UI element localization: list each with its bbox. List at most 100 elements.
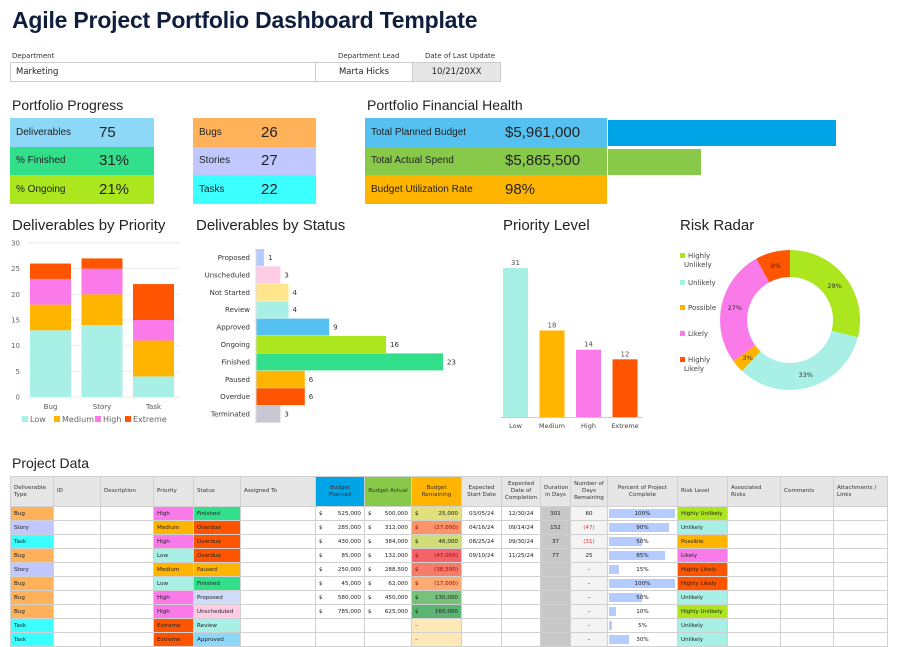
date-field[interactable]: 10/21/20XX xyxy=(412,62,501,82)
deliverable-type-cell[interactable]: Bug xyxy=(10,506,54,521)
start-date-cell[interactable] xyxy=(461,604,502,619)
attachments-cell[interactable] xyxy=(833,534,888,549)
status-cell[interactable]: Proposed xyxy=(193,590,241,605)
duration-cell[interactable]: 301 xyxy=(540,506,571,521)
days-remaining-cell[interactable]: – xyxy=(570,618,608,633)
description-cell[interactable] xyxy=(100,618,154,633)
id-cell[interactable] xyxy=(53,604,101,619)
percent-complete-cell[interactable]: 30% xyxy=(607,632,678,647)
column-header[interactable]: Budget Remaining xyxy=(411,476,462,507)
status-cell[interactable]: Finished xyxy=(193,506,241,521)
priority-cell[interactable]: Extreme xyxy=(153,632,194,647)
description-cell[interactable] xyxy=(100,590,154,605)
attachments-cell[interactable] xyxy=(833,576,888,591)
start-date-cell[interactable] xyxy=(461,632,502,647)
duration-cell[interactable] xyxy=(540,618,571,633)
column-header[interactable]: Percent of Project Complete xyxy=(607,476,678,507)
completion-date-cell[interactable] xyxy=(501,576,541,591)
status-cell[interactable]: Overdue xyxy=(193,534,241,549)
completion-date-cell[interactable] xyxy=(501,562,541,577)
risk-level-cell[interactable]: Highly Likely xyxy=(677,576,728,591)
column-header[interactable]: Deliverable Type xyxy=(10,476,54,507)
budget-actual-cell[interactable] xyxy=(364,618,412,633)
budget-actual-cell[interactable]: $500,000 xyxy=(364,506,412,521)
budget-planned-cell[interactable] xyxy=(315,632,365,647)
budget-actual-cell[interactable]: $384,000 xyxy=(364,534,412,549)
comments-cell[interactable] xyxy=(780,576,834,591)
attachments-cell[interactable] xyxy=(833,506,888,521)
associated-risks-cell[interactable] xyxy=(727,590,781,605)
budget-planned-cell[interactable] xyxy=(315,618,365,633)
budget-planned-cell[interactable]: $580,000 xyxy=(315,590,365,605)
deliverable-type-cell[interactable]: Task xyxy=(10,534,54,549)
priority-cell[interactable]: Low xyxy=(153,576,194,591)
priority-cell[interactable]: Medium xyxy=(153,562,194,577)
associated-risks-cell[interactable] xyxy=(727,548,781,563)
completion-date-cell[interactable]: 12/30/24 xyxy=(501,506,541,521)
days-remaining-cell[interactable]: – xyxy=(570,632,608,647)
budget-planned-cell[interactable]: $250,000 xyxy=(315,562,365,577)
description-cell[interactable] xyxy=(100,632,154,647)
days-remaining-cell[interactable]: 25 xyxy=(570,548,608,563)
budget-planned-cell[interactable]: $85,000 xyxy=(315,548,365,563)
budget-remaining-cell[interactable]: $ (47,000) xyxy=(411,548,462,563)
budget-actual-cell[interactable]: $132,000 xyxy=(364,548,412,563)
completion-date-cell[interactable]: 09/30/24 xyxy=(501,534,541,549)
id-cell[interactable] xyxy=(53,520,101,535)
id-cell[interactable] xyxy=(53,562,101,577)
start-date-cell[interactable] xyxy=(461,618,502,633)
comments-cell[interactable] xyxy=(780,534,834,549)
attachments-cell[interactable] xyxy=(833,590,888,605)
priority-cell[interactable]: High xyxy=(153,590,194,605)
deliverable-type-cell[interactable]: Story xyxy=(10,520,54,535)
associated-risks-cell[interactable] xyxy=(727,520,781,535)
percent-complete-cell[interactable]: 85% xyxy=(607,548,678,563)
column-header[interactable]: Priority xyxy=(153,476,194,507)
id-cell[interactable] xyxy=(53,506,101,521)
assigned-to-cell[interactable] xyxy=(240,506,316,521)
column-header[interactable]: Budget Actual xyxy=(364,476,412,507)
description-cell[interactable] xyxy=(100,562,154,577)
attachments-cell[interactable] xyxy=(833,632,888,647)
description-cell[interactable] xyxy=(100,520,154,535)
budget-actual-cell[interactable]: $312,000 xyxy=(364,520,412,535)
percent-complete-cell[interactable]: 5% xyxy=(607,618,678,633)
status-cell[interactable]: Review xyxy=(193,618,241,633)
id-cell[interactable] xyxy=(53,618,101,633)
budget-planned-cell[interactable]: $45,000 xyxy=(315,576,365,591)
duration-cell[interactable] xyxy=(540,576,571,591)
duration-cell[interactable]: 37 xyxy=(540,534,571,549)
duration-cell[interactable] xyxy=(540,632,571,647)
duration-cell[interactable]: 152 xyxy=(540,520,571,535)
deliverable-type-cell[interactable]: Task xyxy=(10,618,54,633)
risk-level-cell[interactable]: Likely xyxy=(677,548,728,563)
budget-actual-cell[interactable]: $288,500 xyxy=(364,562,412,577)
start-date-cell[interactable] xyxy=(461,590,502,605)
duration-cell[interactable]: 77 xyxy=(540,548,571,563)
description-cell[interactable] xyxy=(100,534,154,549)
assigned-to-cell[interactable] xyxy=(240,548,316,563)
column-header[interactable]: Associated Risks xyxy=(727,476,781,507)
deliverable-type-cell[interactable]: Bug xyxy=(10,548,54,563)
associated-risks-cell[interactable] xyxy=(727,562,781,577)
completion-date-cell[interactable] xyxy=(501,618,541,633)
completion-date-cell[interactable] xyxy=(501,632,541,647)
budget-remaining-cell[interactable]: $46,000 xyxy=(411,534,462,549)
column-header[interactable]: Status xyxy=(193,476,241,507)
start-date-cell[interactable] xyxy=(461,576,502,591)
column-header[interactable]: Risk Level xyxy=(677,476,728,507)
risk-level-cell[interactable]: Highly Unlikely xyxy=(677,506,728,521)
column-header[interactable]: Expected Start Date xyxy=(461,476,502,507)
column-header[interactable]: Number of Days Remaining xyxy=(570,476,608,507)
days-remaining-cell[interactable]: (47) xyxy=(570,520,608,535)
duration-cell[interactable] xyxy=(540,604,571,619)
comments-cell[interactable] xyxy=(780,562,834,577)
attachments-cell[interactable] xyxy=(833,520,888,535)
budget-planned-cell[interactable]: $430,000 xyxy=(315,534,365,549)
id-cell[interactable] xyxy=(53,590,101,605)
start-date-cell[interactable] xyxy=(461,562,502,577)
id-cell[interactable] xyxy=(53,576,101,591)
comments-cell[interactable] xyxy=(780,506,834,521)
duration-cell[interactable] xyxy=(540,562,571,577)
assigned-to-cell[interactable] xyxy=(240,576,316,591)
